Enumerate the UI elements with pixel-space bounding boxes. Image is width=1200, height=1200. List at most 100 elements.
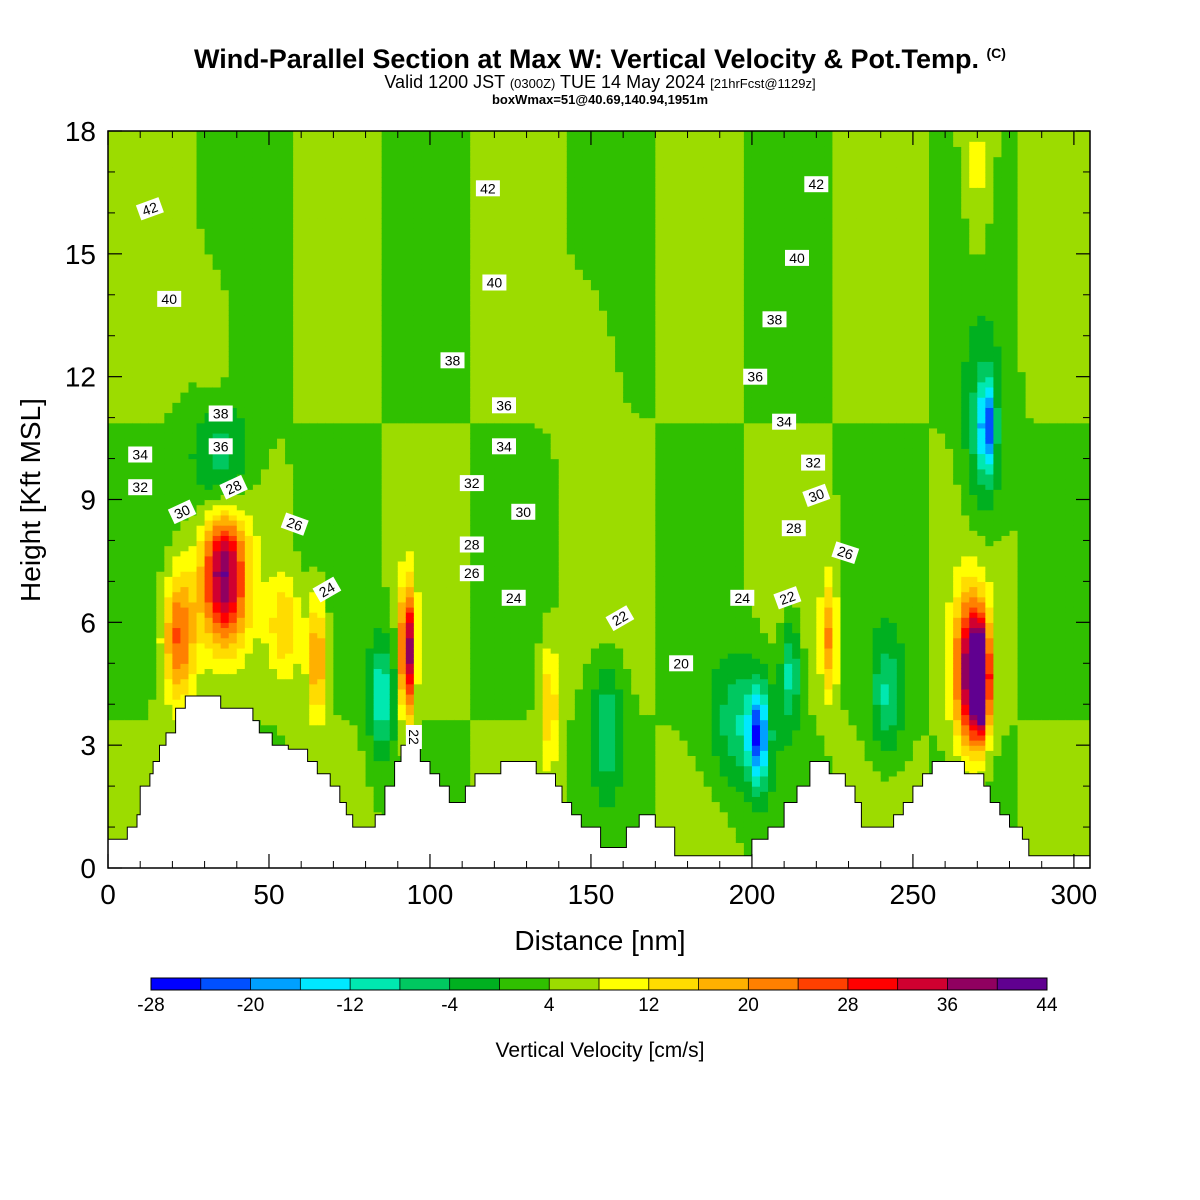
contour-label-bg (167, 499, 197, 525)
y-tick-label: 3 (80, 730, 96, 761)
contour-label-bg (801, 454, 826, 471)
contour-label-bg (482, 274, 507, 291)
y-tick-label: 12 (65, 362, 96, 393)
theta-contour-labels: 42 42 42 40 40 40 38 38 38 36 36 36 34 34 34 32 32 32 30 30… (128, 176, 860, 749)
colorbar-tick-label: 36 (937, 995, 958, 1016)
contour-label-text: 40 (789, 250, 805, 266)
contour-label-22: 28 (459, 536, 484, 553)
contour-label-bg (157, 290, 182, 307)
contour-label-text: 40 (161, 291, 177, 307)
contour-label-text: 38 (767, 311, 783, 327)
contour-label-text: 42 (140, 199, 160, 219)
contour-label-bg (475, 180, 500, 197)
contour-label-text: 28 (223, 477, 244, 498)
contour-label-20: 30 (802, 483, 831, 508)
contour-label-bg (804, 176, 829, 193)
colorbar-swatch (648, 978, 700, 990)
contour-label-bg (669, 655, 694, 672)
contour-label-text: 34 (496, 438, 512, 454)
contour-label-0: 42 (135, 197, 164, 221)
contour-label-19: 30 (511, 503, 536, 520)
contour-label-text: 40 (487, 275, 503, 291)
contour-label-bg (219, 474, 248, 500)
title-text: Wind-Parallel Section at Max W: Vertical… (194, 44, 979, 74)
contour-label-bg (773, 586, 802, 610)
contour-label-6: 38 (440, 352, 465, 369)
contour-label-text: 26 (285, 514, 305, 534)
x-tick-label: 50 (253, 879, 284, 910)
contour-label-bg (128, 479, 153, 496)
contour-label-text: 32 (132, 479, 148, 495)
contour-label-text: 42 (480, 180, 496, 196)
colorbar-swatch (897, 978, 948, 990)
box-info: boxWmax=51@40.69,140.94,1951m (491, 92, 709, 107)
valid-prefix: Valid 1200 JST (384, 72, 505, 92)
colorbar-swatch (698, 978, 749, 990)
colorbar-swatch (748, 978, 799, 990)
contour-label-1: 42 (475, 180, 500, 197)
contour-label-7: 38 (762, 311, 787, 328)
x-axis-label: Distance [nm] (514, 925, 685, 956)
contour-label-bg (785, 249, 809, 266)
contour-label-bg (459, 536, 484, 553)
contour-label-4: 40 (482, 274, 507, 291)
contour-label-text: 24 (506, 590, 522, 606)
x-tick-label: 300 (1051, 879, 1098, 910)
contour-label-bg (762, 311, 787, 328)
contour-label-2: 42 (804, 176, 829, 193)
colorbar-label: Vertical Velocity [cm/s] (496, 1039, 705, 1062)
contour-label-bg (280, 512, 309, 536)
colorbar-swatch (798, 978, 849, 990)
contour-label-32: 22 (405, 725, 422, 749)
contour-label-14: 34 (772, 413, 797, 430)
contour-label-text: 30 (806, 485, 826, 505)
contour-label-9: 36 (208, 438, 233, 455)
colorbar: -28 -20 -12 -4 4 12 20 28 36 44 (137, 977, 1058, 1016)
x-tick-label: 0 (100, 879, 116, 910)
contour-label-24: 26 (280, 512, 309, 536)
contour-label-12: 34 (128, 446, 153, 463)
colorbar-swatch (549, 978, 600, 990)
contour-label-bg (312, 576, 342, 603)
colorbar-swatch (599, 978, 650, 990)
utc-time: (0300Z) (509, 76, 556, 91)
colorbar-swatch (947, 978, 998, 990)
contour-label-bg (730, 589, 755, 606)
contour-label-text: 30 (516, 504, 532, 520)
chart-subtitle: Valid 1200 JST (0300Z) TUE 14 May 2024 [… (0, 72, 1200, 93)
x-tick-label: 250 (890, 879, 937, 910)
colorbar-tick-label: -20 (237, 995, 264, 1016)
contour-label-bg (459, 565, 484, 582)
x-tick-label: 200 (729, 879, 776, 910)
contour-label-text: 26 (835, 543, 855, 563)
contour-label-text: 24 (316, 579, 338, 601)
contour-label-text: 20 (673, 655, 689, 671)
contour-label-27: 24 (312, 576, 342, 603)
contour-label-bg (605, 605, 635, 632)
colorbar-swatch (350, 978, 401, 990)
contour-label-text: 36 (213, 438, 229, 454)
contour-label-31: 22 (605, 605, 635, 632)
contour-label-17: 32 (801, 454, 826, 471)
contour-label-15: 32 (128, 479, 153, 496)
x-tick-label: 150 (568, 879, 615, 910)
y-axis-label: Height [Kft MSL] (15, 398, 46, 602)
colorbar-tick-label: -4 (441, 995, 458, 1016)
y-tick-label: 6 (80, 607, 96, 638)
contour-label-bg (459, 475, 484, 492)
contour-label-bg (511, 503, 536, 520)
contour-label-text: 28 (786, 520, 802, 536)
contour-label-bg (208, 438, 233, 455)
contour-label-bg (405, 725, 422, 749)
contour-label-text: 34 (776, 414, 792, 430)
forecast-info: [21hrFcst@1129z] (710, 76, 816, 91)
contour-label-8: 38 (208, 405, 233, 422)
colorbar-swatch (300, 978, 351, 990)
contour-label-bg (831, 541, 860, 565)
x-tick-label: 100 (407, 879, 454, 910)
contour-label-bg (128, 446, 153, 463)
colorbar-tick-label: -12 (336, 995, 363, 1016)
contour-label-33: 20 (669, 655, 694, 672)
contour-label-text: 32 (464, 475, 480, 491)
